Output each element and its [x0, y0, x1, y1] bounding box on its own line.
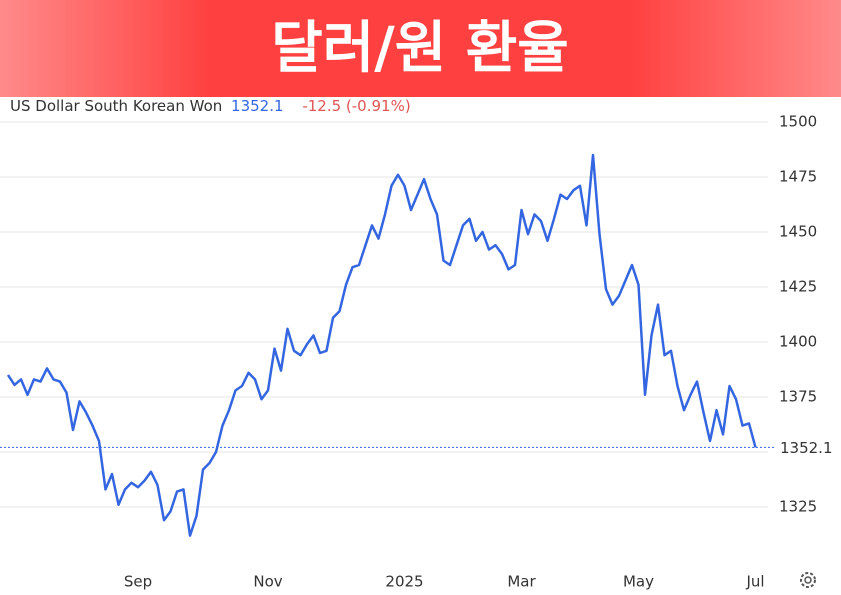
line: [6, 153, 757, 537]
change: -12.5 (-0.91%): [302, 97, 410, 115]
y-tick-label: 1450: [779, 223, 817, 241]
series-name: US Dollar South Korean Won: [10, 97, 222, 115]
title-banner: [0, 0, 841, 97]
y-tick-label: 1400: [779, 333, 817, 351]
y-tick-label: 1475: [779, 168, 817, 186]
last-value: 1352.1: [231, 97, 284, 115]
last-value-badge: [775, 435, 841, 460]
settings-icon[interactable]: [800, 572, 816, 588]
y-tick-label: 1500: [779, 113, 817, 131]
y-tick-label: 1425: [779, 278, 817, 296]
y-tick-label: 1325: [779, 498, 817, 516]
x-tick-label: May: [623, 573, 654, 591]
x-tick-label: Mar: [507, 573, 536, 591]
y-tick-label: 1375: [779, 388, 817, 406]
chart-title: 달러/원 환율: [271, 16, 569, 81]
subtitle: US Dollar South Korean Won 1352.1 -12.5 …: [10, 97, 411, 115]
x-tick-label: Jul: [745, 573, 764, 591]
x-tick-label: Sep: [124, 573, 152, 591]
x-tick-label: 2025: [385, 573, 423, 591]
x-tick-label: Nov: [253, 573, 282, 591]
last-value-label: 1352.1: [780, 439, 833, 457]
